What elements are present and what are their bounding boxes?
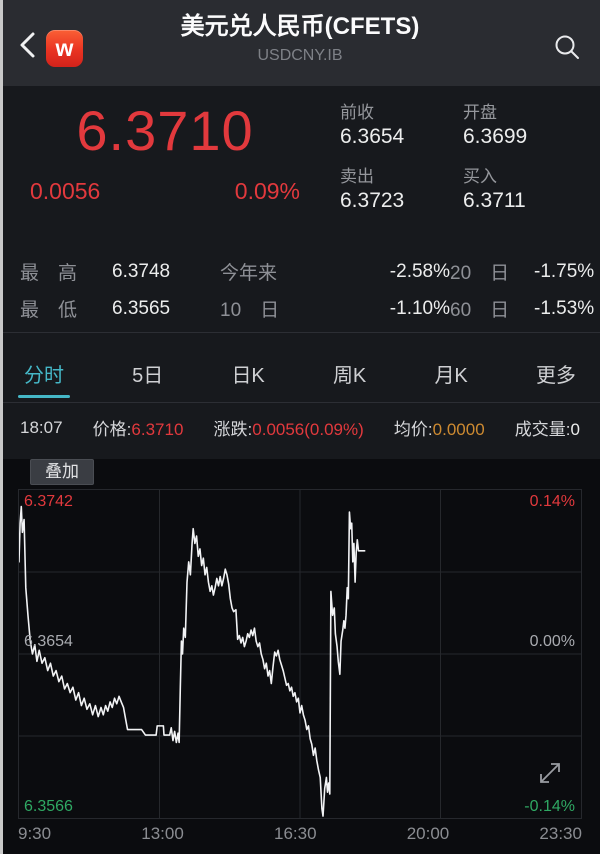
tab-daily-k[interactable]: 日K [229, 359, 266, 402]
y-label-mid-pct: 0.00% [529, 633, 575, 650]
y-label-mid-price: 6.3654 [24, 633, 73, 650]
ticker-time: 18:07 [20, 417, 63, 437]
x-tick: 9:30 [18, 824, 52, 843]
quote-field-bid: 买入 6.3711 [463, 167, 526, 212]
tab-weekly-k[interactable]: 周K [331, 359, 368, 402]
stats-row-high: 最 高 6.3748 今年来 -2.58% 20 日 -1.75% [20, 260, 595, 285]
tab-intraday[interactable]: 分时 [22, 359, 66, 402]
header-title-block: 美元兑人民币(CFETS) USDCNY.IB [90, 10, 510, 68]
x-axis-labels: 9:30 13:00 16:30 20:00 23:30 [18, 819, 582, 849]
tab-5day[interactable]: 5日 [130, 359, 165, 402]
x-tick: 23:30 [539, 824, 582, 843]
ticker-volume: 成交量:0 [514, 420, 580, 439]
last-price: 6.3710 [76, 99, 254, 162]
tab-more[interactable]: 更多 [534, 359, 578, 402]
ticker-change: 涨跌:0.0056(0.09%) [213, 420, 364, 439]
ticker-average: 均价:0.0000 [393, 420, 485, 439]
screen-left-edge [0, 0, 3, 854]
x-tick: 20:00 [406, 824, 450, 843]
ticker-price: 价格:6.3710 [92, 420, 184, 439]
y-label-high-pct: 0.14% [529, 493, 575, 510]
search-button[interactable] [552, 32, 582, 62]
wind-app-logo[interactable]: w [46, 30, 83, 67]
tab-monthly-k[interactable]: 月K [432, 359, 469, 402]
x-tick: 13:00 [141, 824, 184, 843]
intraday-chart-plot[interactable]: 6.3742 0.14% 6.3654 0.00% 6.3566 -0.14% [18, 489, 582, 819]
price-change-row: 0.0056 0.09% [0, 164, 330, 205]
chart-section: 叠加 6.3742 0.14% 6.3654 0.00% 6.3566 -0.1… [0, 459, 600, 854]
stats-row-low: 最 低 6.3565 10 日 -1.10% 60 日 -1.53% [20, 297, 595, 322]
chevron-left-icon [20, 32, 35, 58]
x-tick: 16:30 [273, 824, 317, 843]
quote-field-ask: 卖出 6.3723 [340, 167, 405, 212]
quote-field-prev-close: 前收 6.3654 [340, 103, 405, 148]
back-button[interactable] [14, 28, 44, 62]
page-title: 美元兑人民币(CFETS) [180, 13, 420, 40]
overlay-button[interactable]: 叠加 [30, 459, 94, 485]
quote-field-open: 开盘 6.3699 [463, 103, 528, 148]
expand-icon [540, 763, 560, 783]
price-change: 0.0056 [30, 178, 101, 204]
stats-section: 最 高 6.3748 今年来 -2.58% 20 日 -1.75% 最 低 6.… [0, 240, 600, 332]
period-tabs: 分时 5日 日K 周K 月K 更多 [0, 332, 600, 403]
quote-fields-grid: 前收 6.3654 开盘 6.3699 卖出 6.3723 买入 6.3711 [340, 102, 586, 214]
y-label-low-price: 6.3566 [24, 798, 73, 815]
search-icon [555, 35, 579, 59]
quote-section: 6.3710 0.0056 0.09% 前收 6.3654 开盘 6.3699 … [0, 86, 600, 240]
price-change-pct: 0.09% [234, 178, 300, 204]
y-label-high-price: 6.3742 [24, 493, 73, 510]
header: w 美元兑人民币(CFETS) USDCNY.IB [0, 0, 600, 86]
price-line-chart [19, 490, 581, 818]
y-label-low-pct: -0.14% [524, 798, 575, 815]
ticker-row: 18:07 价格:6.3710 涨跌:0.0056(0.09%) 均价:0.00… [0, 403, 600, 452]
last-price-block: 6.3710 0.0056 0.09% [0, 98, 330, 205]
logo-letter: w [55, 35, 74, 61]
fullscreen-button[interactable] [533, 756, 567, 790]
instrument-code: USDCNY.IB [257, 47, 343, 64]
